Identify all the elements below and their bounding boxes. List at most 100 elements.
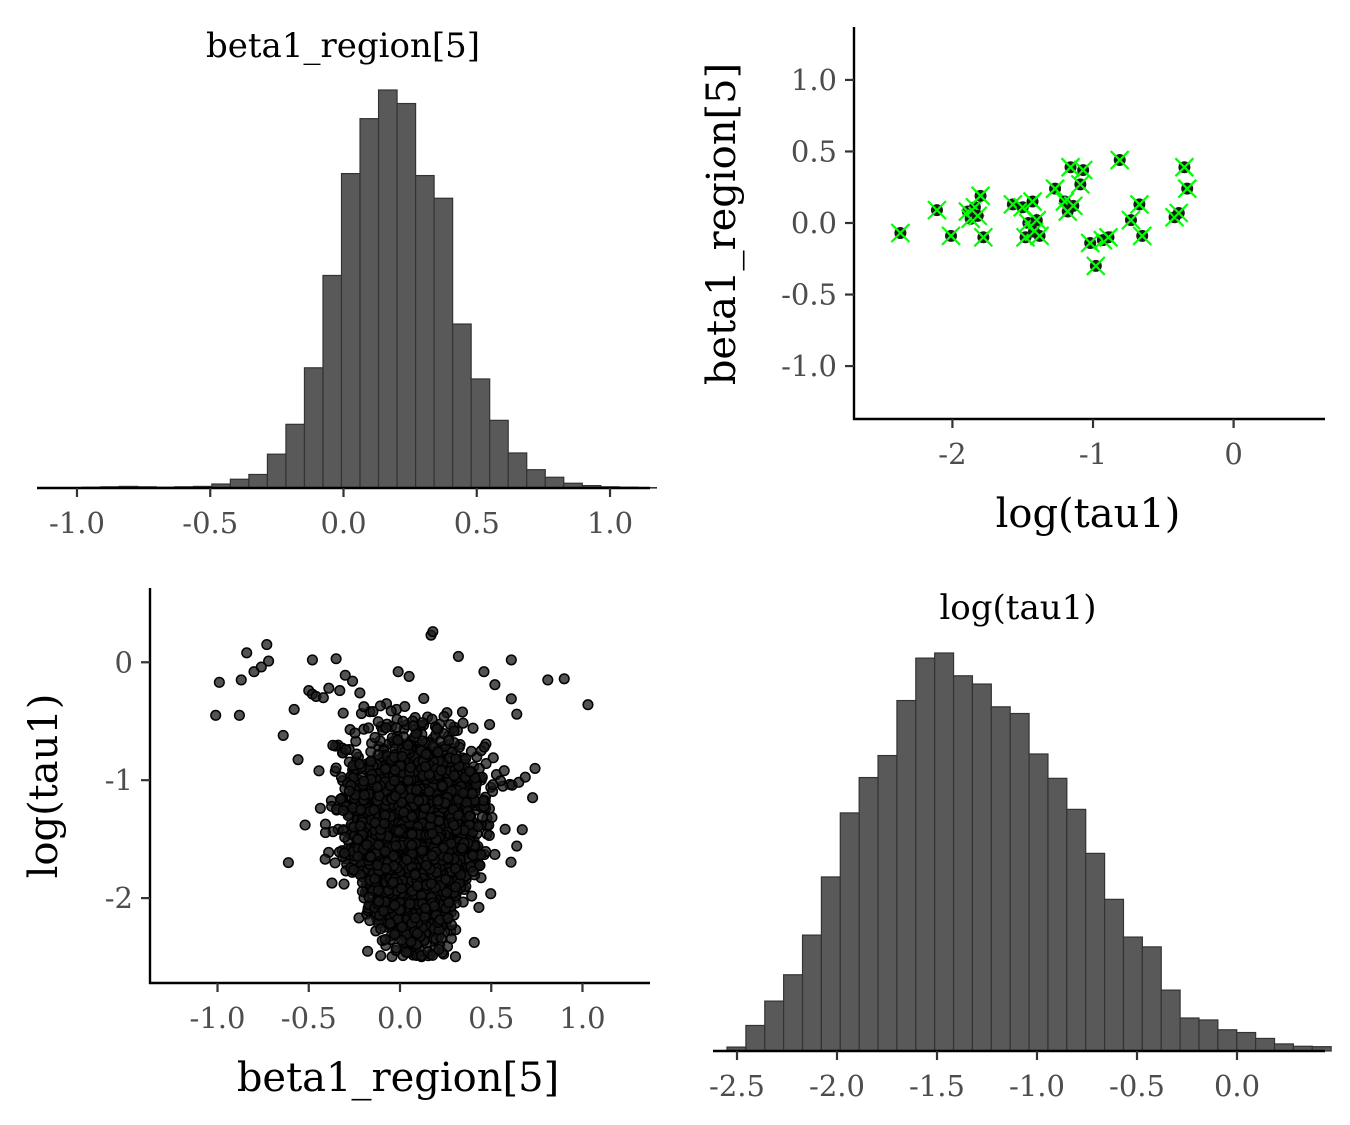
draw-point [277,729,289,741]
divergent-marker [890,223,911,243]
draw-point [478,666,490,678]
divergence-scatter-x-label: log(tau1) [996,491,1181,537]
draw-point [233,709,245,721]
draw-point [425,812,437,824]
divergent-marker [1177,178,1197,199]
draw-point [511,840,523,852]
draws-scatter-x-ticks: -1.0 -0.5 0.0 0.5 1.0 [190,983,606,1035]
draw-point [365,746,377,758]
draw-point [367,706,379,718]
draw-point [487,779,499,791]
draw-point [375,923,387,935]
logtau-histogram-bar [1198,1019,1219,1052]
draw-point [396,934,408,946]
draw-point [388,775,400,787]
divergent-marker [1026,210,1047,230]
draw-point [337,707,349,719]
beta1-histogram-bar [229,478,250,489]
draw-point [343,785,355,797]
draw-point [365,755,377,767]
draw-point [498,765,510,777]
logtau-histogram-x-tick-label: -2.5 [709,1069,765,1103]
draw-point [484,719,496,731]
beta1-histogram-bar [285,423,306,489]
divergence-scatter-x-ticks: -2 -1 0 [938,419,1243,471]
divergence-scatter-y-tick-label: 0.0 [791,206,837,240]
draw-point [372,716,384,728]
draw-point [505,856,517,868]
beta1-histogram-bar [377,89,398,489]
draw-point [416,844,428,856]
draw-point [399,700,411,713]
logtau-histogram-bar [877,754,898,1052]
draw-point [419,902,432,914]
draws-scatter-y-ticks: -2 -1 0 [105,645,150,915]
draw-point [443,734,455,746]
draw-point [306,654,318,666]
draw-point [255,661,267,673]
draw-point [389,899,401,911]
beta1-histogram-bar [433,197,454,489]
divergent-marker [1063,196,1084,216]
divergent-marker [1132,226,1153,246]
draw-point [389,928,401,940]
divergent-marker [1070,174,1091,195]
logtau-histogram-bar [952,675,974,1052]
logtau-histogram-bar [1236,1031,1257,1052]
draw-point [411,927,423,939]
draw-point [210,709,222,721]
draw-point [299,819,311,831]
divergence-scatter-y-tick-label: -0.5 [781,278,837,312]
draw-point [467,865,479,877]
draw-point [313,765,325,777]
draw-point [468,936,480,949]
logtau-histogram-bar [1066,808,1087,1052]
draw-point [354,820,366,832]
draw-point [374,700,386,712]
draw-point [449,753,462,765]
beta1-histogram-bar [340,172,361,489]
draw-point [527,792,539,804]
draw-point [411,784,423,796]
draw-point [392,734,404,746]
draw-point [423,786,435,798]
draw-point [419,761,431,773]
draw-point [433,943,445,955]
draw-point [402,739,414,751]
draw-point [427,626,439,638]
draw-point [371,859,383,871]
divergence-scatter-points [890,150,1197,276]
logtau-histogram-bar [1085,852,1106,1052]
draw-point [339,669,351,681]
draw-point [489,679,501,691]
draw-point [441,886,453,898]
draws-scatter-y-tick-label: -2 [105,881,133,915]
divergence-scatter-x-tick-label: -2 [938,437,966,471]
draw-point [487,752,499,764]
divergence-scatter-x-tick-label: -1 [1079,437,1107,471]
logtau-histogram-bar [1009,712,1030,1052]
draw-point [379,933,391,946]
divergent-marker [967,206,988,226]
draw-point [373,895,385,907]
divergent-marker [1045,178,1065,199]
draw-point [443,897,455,909]
logtau-histogram-panel: log(tau1) -2.5 -2.0 -1.5 -1.0 -0.5 0.0 [709,588,1332,1103]
beta1-histogram-bar [452,323,472,489]
divergence-scatter-y-ticks: -1.0 -0.5 0.0 0.5 1.0 [781,63,854,383]
draw-point [464,810,476,822]
logtau-histogram-bar [915,657,936,1052]
draw-point [466,788,478,800]
beta1-histogram-bar [507,452,528,489]
draw-point [393,826,405,838]
draw-point [352,833,364,845]
draw-point [456,842,468,854]
draw-point [401,854,413,866]
logtau-histogram-bar [801,934,823,1052]
draw-point [369,731,381,743]
draw-point [338,847,350,859]
logtau-histogram-bar [934,652,955,1052]
divergent-marker [1003,194,1023,215]
draw-point [483,829,495,841]
logtau-histogram-bar [896,699,917,1052]
